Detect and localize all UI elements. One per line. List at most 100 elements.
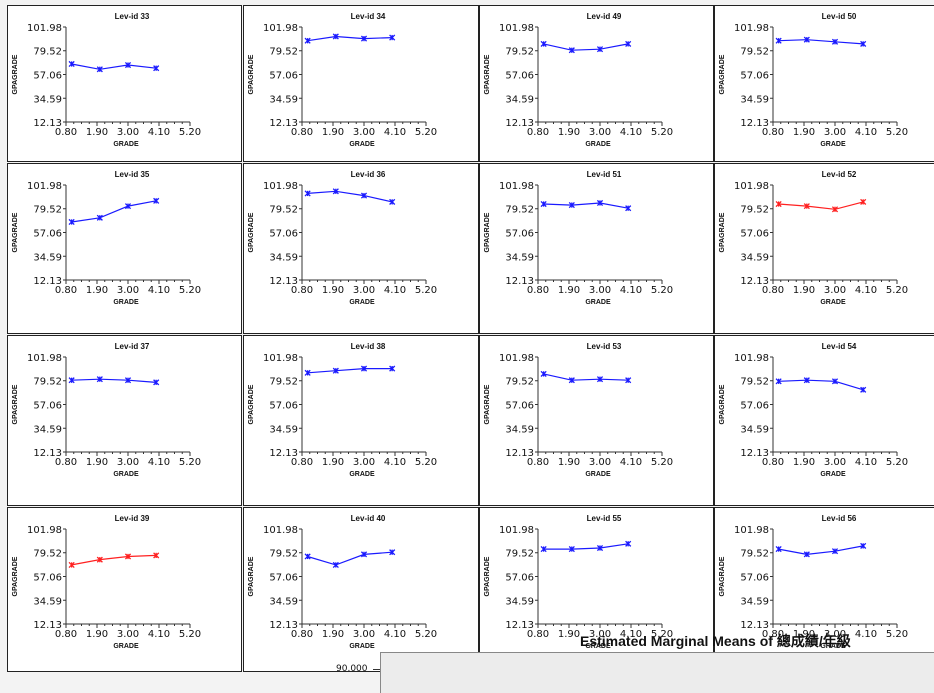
x-tick-label: 3.00: [117, 127, 139, 138]
x-tick-label: 1.90: [558, 629, 580, 640]
x-tick-label: 1.90: [322, 629, 344, 640]
y-axis-title: GPAGRADE: [12, 54, 19, 94]
y-tick-label: 79.52: [740, 205, 769, 216]
x-tick-label: 1.90: [558, 285, 580, 296]
x-axis-title: GRADE: [820, 643, 846, 650]
panel-lev-id-39: Lev-id 39 101.98 79.52 57.06 34.59 12.13 0.80 1…: [7, 507, 242, 672]
x-tick-label: 5.20: [651, 127, 673, 138]
y-tick-label: 57.06: [740, 572, 769, 583]
y-axis-title: GPAGRADE: [12, 212, 19, 252]
y-tick-label: 57.06: [505, 70, 534, 81]
panel-lev-id-38: Lev-id 38 101.98 79.52 57.06 34.59 12.13 0.80 1…: [243, 335, 479, 506]
x-tick-label: 0.80: [291, 629, 313, 640]
x-tick-label: 0.80: [55, 629, 77, 640]
data-point-marker: [596, 376, 604, 383]
y-tick-label: 79.52: [505, 549, 534, 560]
y-tick-label: 34.59: [740, 424, 769, 435]
y-tick-label: 79.52: [269, 205, 298, 216]
panel-lev-id-55: Lev-id 55 101.98 79.52 57.06 34.59 12.13 0.80 1…: [479, 507, 714, 672]
x-tick-label: 5.20: [886, 457, 908, 468]
series-line: [71, 200, 157, 223]
panel-lev-id-50: Lev-id 50 101.98 79.52 57.06 34.59 12.13 0.80 1…: [714, 5, 934, 162]
x-tick-label: 3.00: [117, 629, 139, 640]
x-tick-label: 3.00: [117, 285, 139, 296]
chart-svg: Lev-id 33 101.98 79.52 57.06 34.59 12.130.80 1…: [12, 12, 201, 148]
x-tick-label: 3.00: [117, 457, 139, 468]
x-axis-title: GRADE: [113, 643, 139, 650]
series-line: [71, 378, 157, 383]
data-point-marker: [625, 540, 632, 547]
data-point-marker: [304, 553, 311, 560]
panel-lev-id-37: Lev-id 37 101.98 79.52 57.06 34.59 12.13 0.80 1…: [7, 335, 242, 506]
series-line: [307, 35, 393, 42]
panel-lev-id-53: Lev-id 53 101.98 79.52 57.06 34.59 12.13 0.80 1…: [479, 335, 714, 506]
x-tick-label: 0.80: [762, 285, 784, 296]
x-tick-label: 4.10: [148, 285, 170, 296]
data-point-marker: [540, 40, 547, 47]
y-tick-label: 79.52: [740, 549, 769, 560]
y-tick-label: 12.13: [269, 118, 298, 129]
data-point-marker: [775, 200, 782, 208]
y-tick-label: 34.59: [269, 424, 298, 435]
y-axis-title: GPAGRADE: [248, 54, 255, 94]
x-tick-label: 3.00: [589, 457, 611, 468]
y-tick-label: 101.98: [263, 525, 298, 536]
x-tick-label: 5.20: [179, 629, 201, 640]
y-tick-label: 34.59: [269, 596, 298, 607]
x-axis-title: GRADE: [349, 141, 375, 148]
data-point-marker: [304, 190, 311, 197]
x-tick-label: 4.10: [620, 127, 642, 138]
y-tick-label: 12.13: [505, 276, 534, 287]
x-tick-label: 4.10: [855, 285, 877, 296]
x-tick-label: 3.00: [824, 629, 846, 640]
data-point-marker: [332, 561, 339, 568]
series-line: [543, 202, 629, 209]
y-tick-label: 57.06: [33, 70, 62, 81]
y-axis-title: GPAGRADE: [248, 212, 255, 252]
y-axis-title: GPAGRADE: [719, 212, 726, 252]
y-tick-label: 34.59: [33, 424, 62, 435]
y-tick-label: 12.13: [505, 118, 534, 129]
data-point-marker: [625, 377, 632, 384]
x-tick-label: 1.90: [793, 629, 815, 640]
panel-lev-id-49: Lev-id 49 101.98 79.52 57.06 34.59 12.13 0.80 1…: [479, 5, 714, 162]
panel-lev-id-33: Lev-id 33 101.98 79.52 57.06 34.59 12.13 0.80 1…: [7, 5, 242, 162]
y-axis-title: GPAGRADE: [484, 556, 491, 596]
data-point-marker: [596, 199, 604, 207]
data-point-marker: [360, 365, 368, 372]
y-tick-label: 79.52: [505, 47, 534, 58]
series-line: [307, 190, 393, 203]
panel-lev-id-35: Lev-id 35 101.98 79.52 57.06 34.59 12.13 0.80 1…: [7, 163, 242, 334]
y-tick-label: 34.59: [33, 94, 62, 105]
data-point-marker: [596, 46, 604, 53]
x-tick-label: 3.00: [353, 457, 375, 468]
y-tick-label: 101.98: [734, 181, 769, 192]
data-point-marker: [124, 61, 132, 69]
x-tick-label: 4.10: [148, 629, 170, 640]
data-point-marker: [332, 188, 339, 195]
x-axis-title: GRADE: [820, 299, 846, 306]
series-line: [307, 367, 393, 374]
panel-title: Lev-id 37: [115, 342, 150, 351]
y-tick-label: 79.52: [33, 549, 62, 560]
x-tick-label: 3.00: [353, 127, 375, 138]
y-tick-label: 12.13: [269, 276, 298, 287]
y-tick-label: 101.98: [27, 525, 62, 536]
y-tick-label: 57.06: [269, 228, 298, 239]
em-tick-mark: [373, 669, 380, 670]
data-point-marker: [68, 218, 75, 226]
y-tick-label: 101.98: [499, 353, 534, 364]
data-point-marker: [775, 37, 782, 44]
panel-title: Lev-id 54: [822, 342, 857, 351]
data-point-marker: [153, 379, 160, 386]
x-tick-label: 4.10: [855, 457, 877, 468]
panel-title: Lev-id 33: [115, 12, 150, 21]
data-point-marker: [124, 203, 132, 210]
y-tick-label: 34.59: [33, 596, 62, 607]
x-tick-label: 0.80: [55, 285, 77, 296]
x-tick-label: 1.90: [322, 457, 344, 468]
panel-title: Lev-id 52: [822, 170, 857, 179]
em-partial-y-tick: 90.000: [336, 664, 368, 674]
data-point-marker: [596, 544, 604, 552]
y-tick-label: 101.98: [263, 353, 298, 364]
